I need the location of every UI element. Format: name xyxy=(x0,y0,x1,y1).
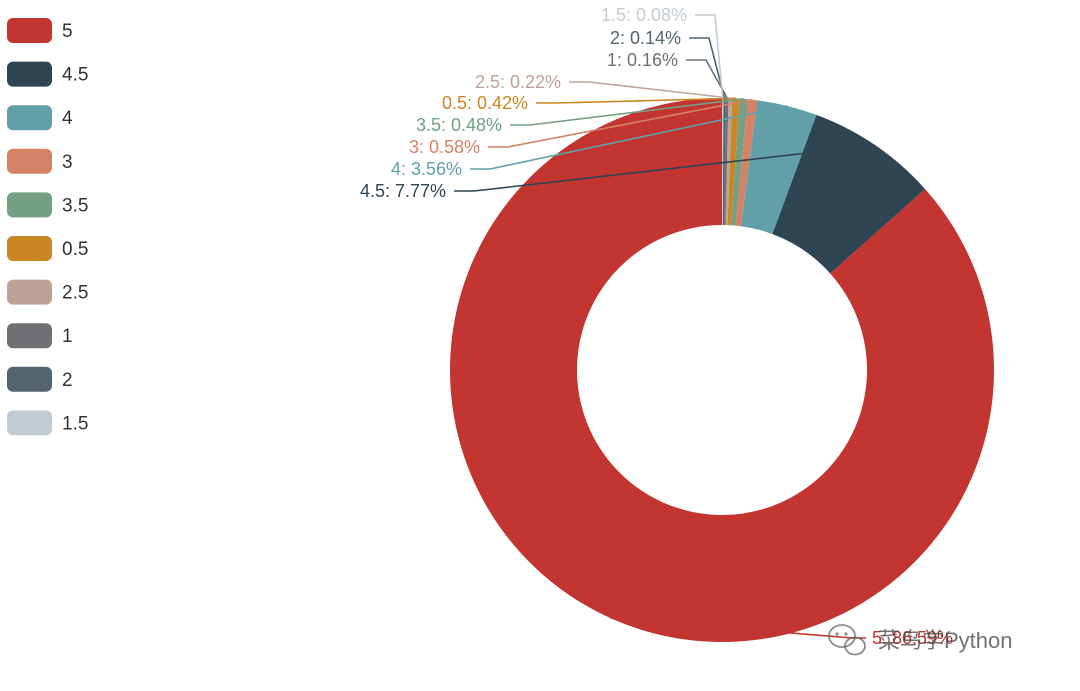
legend-label-4-5: 4.5 xyxy=(62,65,88,86)
wechat-icon xyxy=(828,624,866,656)
leader-line-4 xyxy=(470,105,788,170)
pie-slice-5[interactable] xyxy=(449,98,994,642)
legend-label-0-5: 0.5 xyxy=(62,239,88,260)
slice-label-4-5: 4.5: 7.77% xyxy=(360,181,446,201)
legend-item-1-5[interactable]: 1.5 xyxy=(7,410,88,436)
legend-label-5: 5 xyxy=(62,21,73,42)
legend-item-2[interactable]: 2 xyxy=(7,366,73,392)
leader-line-3-5 xyxy=(510,98,744,126)
legend-item-4[interactable]: 4 xyxy=(7,105,73,131)
legend-item-2-5[interactable]: 2.5 xyxy=(7,279,88,305)
legend-item-5[interactable]: 5 xyxy=(7,18,73,43)
legend: 5 4.5 4 3 3.5 0.5 2.5 1 2 1.5 xyxy=(7,18,88,436)
pie-slice-1-5[interactable] xyxy=(722,98,724,226)
leader-lines-group xyxy=(454,14,876,639)
legend-item-3-5[interactable]: 3.5 xyxy=(7,192,88,218)
legend-label-3-5: 3.5 xyxy=(62,195,88,216)
legend-item-3[interactable]: 3 xyxy=(7,148,73,174)
watermark: 菜鸟学Python xyxy=(828,624,1013,656)
slice-label-2-5: 2.5: 0.22% xyxy=(475,72,561,92)
pie-slice-3-5[interactable] xyxy=(731,98,748,226)
legend-label-2: 2 xyxy=(62,370,73,391)
slice-label-5: 5: 86.59% xyxy=(872,628,953,648)
legend-swatch-5 xyxy=(7,18,52,43)
slices-group xyxy=(449,98,994,642)
legend-label-2-5: 2.5 xyxy=(62,283,88,304)
legend-swatch-0-5 xyxy=(7,236,52,261)
leader-line-2-5 xyxy=(569,81,731,99)
legend-swatch-1-5 xyxy=(7,410,52,436)
slice-label-4: 4: 3.56% xyxy=(391,159,462,179)
pie-slice-3[interactable] xyxy=(735,99,758,227)
legend-swatch-4 xyxy=(7,105,52,131)
slice-label-3-5: 3.5: 0.48% xyxy=(416,115,502,135)
legend-swatch-3-5 xyxy=(7,192,52,218)
legend-item-1[interactable]: 1 xyxy=(7,323,73,349)
legend-item-0-5[interactable]: 0.5 xyxy=(7,236,88,261)
watermark-text: 菜鸟学Python xyxy=(878,628,1013,653)
pie-slice-4[interactable] xyxy=(740,100,817,235)
pie-slice-2[interactable] xyxy=(722,98,726,226)
leader-line-3 xyxy=(488,98,753,148)
legend-swatch-2-5 xyxy=(7,279,52,305)
slice-label-1: 1: 0.16% xyxy=(607,50,678,70)
legend-label-3: 3 xyxy=(62,152,73,173)
legend-label-1: 1 xyxy=(62,326,73,347)
slice-label-0-5: 0.5: 0.42% xyxy=(442,93,528,113)
legend-label-1-5: 1.5 xyxy=(62,413,88,434)
legend-label-4: 4 xyxy=(62,108,73,129)
slice-label-1-5: 1.5: 0.08% xyxy=(601,5,687,25)
slice-labels-group: 5: 86.59% 4.5: 7.77%4: 3.56%3: 0.58%3.5: … xyxy=(360,5,953,648)
pie-slice-4-5[interactable] xyxy=(772,114,926,274)
leader-line-1 xyxy=(686,59,728,99)
leader-line-2 xyxy=(689,37,726,99)
legend-swatch-1 xyxy=(7,323,52,349)
legend-swatch-4-5 xyxy=(7,61,52,87)
slice-label-3: 3: 0.58% xyxy=(409,137,480,157)
legend-swatch-2 xyxy=(7,366,52,392)
leader-line-4-5 xyxy=(454,144,876,192)
slice-label-2: 2: 0.14% xyxy=(610,28,681,48)
legend-item-4-5[interactable]: 4.5 xyxy=(7,61,88,87)
leader-line-1-5 xyxy=(695,14,724,99)
leader-line-0-5 xyxy=(536,97,736,104)
legend-swatch-3 xyxy=(7,148,52,174)
